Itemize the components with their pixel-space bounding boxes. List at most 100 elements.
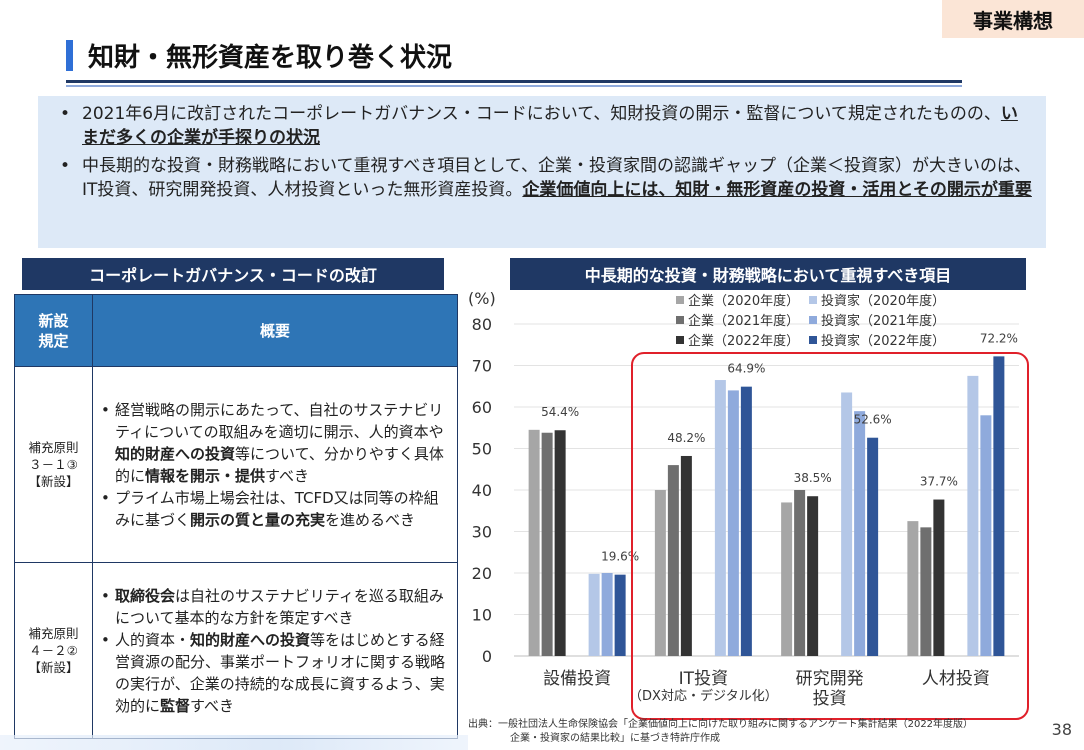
data-label: 72.2%: [980, 331, 1018, 345]
legend-swatch: [809, 296, 817, 304]
description-cell: 取締役会は自社のサステナビリティを巡る取組みについて基本的な方針を策定すべき人的…: [92, 562, 458, 739]
bar: [794, 490, 806, 656]
bar: [854, 411, 866, 656]
bar: [588, 573, 600, 656]
description-item: プライム市場上場会社は、TCFD又は同等の枠組みに基づく開示の質と量の充実を進め…: [97, 487, 451, 531]
x-category-sublabel: （DX対応・デジタル化）: [629, 688, 778, 704]
investment-priority-chart: (%) 0 10 20 30 40 50 60 70 80 54.4% 19.6% 48.2% 64.9%…: [468, 289, 1029, 720]
summary-bullet-1: 2021年6月に改訂されたコーポレートガバナンス・コードにおいて、知財投資の開示…: [54, 102, 1032, 150]
bar: [967, 375, 979, 656]
title-accent-bar: [66, 40, 73, 71]
bar: [727, 390, 739, 656]
legend-label: 企業（2022年度）: [688, 333, 799, 349]
body-text: 経営戦略の開示にあたって、自社のサステナビリティについての取組みを適切に開示、人…: [115, 400, 444, 441]
summary-bullet-2: 中長期的な投資・財務戦略において重視すべき項目として、企業・投資家間の認識ギャッ…: [54, 154, 1032, 202]
summary-box: 2021年6月に改訂されたコーポレートガバナンス・コードにおいて、知財投資の開示…: [38, 96, 1046, 248]
bar: [654, 490, 666, 656]
rule-cell: 補充原則 ３－１③ 【新設】: [14, 366, 93, 563]
body-text: を進めるべき: [325, 510, 416, 529]
data-label: 48.2%: [667, 431, 705, 445]
bar: [933, 499, 945, 656]
rule-label: ３－１③: [29, 457, 78, 472]
intangible-highlight-frame: [631, 352, 1029, 720]
emphasis-text: 知的財産への投資: [190, 630, 311, 649]
right-section-heading: 中長期的な投資・財務戦略において重視すべき項目: [510, 258, 1026, 290]
rule-label: 【新設】: [28, 474, 79, 489]
body-text: 等について、分かりやすく具体的に: [115, 444, 444, 485]
legend-label: 投資家（2020年度）: [821, 293, 945, 309]
rule-label: 補充原則: [28, 626, 79, 641]
legend-swatch: [809, 336, 817, 344]
legend-label: 企業（2021年度）: [688, 313, 799, 329]
bar: [667, 465, 679, 656]
y-axis-unit-label: (%): [468, 289, 496, 308]
emphasis-text: 知的財産への投資: [115, 444, 236, 463]
bar: [807, 496, 819, 656]
table-header-rule-text: 新設規定: [38, 311, 69, 350]
bar: [920, 527, 932, 656]
bar: [554, 430, 566, 656]
description-item: 人的資本・知的財産への投資等をはじめとする経営資源の配分、事業ポートフォリオに関…: [97, 629, 451, 717]
x-category-label: IT投資: [679, 669, 728, 689]
table-header-rule: 新設規定: [14, 294, 93, 367]
title-rule: [66, 80, 962, 83]
rule-label: ４－２②: [29, 643, 78, 658]
x-category-label: 研究開発: [796, 669, 864, 689]
left-section-heading: コーポレートガバナンス・コードの改訂: [22, 258, 444, 290]
y-tick-label: 20: [472, 564, 492, 583]
emphasis-text: 情報を開示・提供: [145, 466, 266, 485]
table-row: 補充原則 ３－１③ 【新設】 経営戦略の開示にあたって、自社のサステナビリティについて…: [14, 366, 458, 563]
x-category-label: 人材投資: [922, 669, 990, 689]
body-text: は自社のサステナビリティを巡る取組みについて基本的な方針を策定すべき: [115, 586, 444, 627]
emphasis-text: 取締役会: [115, 586, 176, 605]
x-category-label: 設備投資: [543, 669, 611, 689]
summary-bullet-2-text: 中長期的な投資・財務戦略において重視すべき項目として、企業・投資家間の認識ギャッ…: [82, 156, 1031, 200]
summary-bullet-2-emphasis: 企業価値向上には、知財・無形資産の投資・活用とその開示が重要: [522, 180, 1032, 200]
section-tag: 事業構想: [942, 0, 1084, 38]
summary-bullet-1-emphasis: いまだ多くの企業が手探りの状況: [82, 104, 1018, 148]
description-item: 経営戦略の開示にあたって、自社のサステナビリティについての取組みを適切に開示、人…: [97, 399, 451, 487]
body-text: 人的資本・: [115, 630, 191, 649]
table-header-summary: 概要: [92, 294, 458, 367]
y-tick-label: 40: [472, 481, 492, 500]
y-tick-label: 60: [472, 398, 492, 417]
bar: [740, 386, 752, 656]
legend-swatch: [809, 316, 817, 324]
legend-label: 投資家（2022年度）: [821, 333, 945, 349]
x-category-label-line2: 投資: [813, 689, 847, 709]
data-label: 52.6%: [854, 413, 892, 427]
emphasis-text: 監督: [160, 696, 191, 715]
legend-swatch: [676, 296, 684, 304]
rule-label: 補充原則: [28, 440, 79, 455]
rule-cell: 補充原則 ４－２② 【新設】: [14, 562, 93, 739]
legend-label: 投資家（2021年度）: [821, 313, 945, 329]
bar: [541, 432, 553, 656]
legend-swatch: [676, 316, 684, 324]
data-label: 19.6%: [601, 550, 639, 564]
y-tick-label: 30: [472, 523, 492, 542]
y-tick-label: 50: [472, 440, 492, 459]
source-line-1: 出典：一般社団法人生命保険協会「企業価値向上に向けた取り組みに関するアンケート集…: [468, 719, 974, 730]
governance-code-table: 新設規定 概要 補充原則 ３－１③ 【新設】 経営戦略の開示にあたって、自社のサステナ…: [14, 294, 458, 739]
title-rule-light: [66, 85, 962, 87]
y-tick-label: 0: [482, 647, 492, 666]
bar: [993, 356, 1005, 656]
body-text: すべき: [190, 696, 234, 715]
body-text: プライム市場上場会社は、TCFD又は同等の枠組みに基づく: [115, 488, 439, 529]
y-tick-label: 10: [472, 606, 492, 625]
data-label: 64.9%: [727, 362, 765, 376]
source-note: 出典：一般社団法人生命保険協会「企業価値向上に向けた取り組みに関するアンケート集…: [468, 718, 1068, 746]
bar: [601, 573, 613, 656]
body-text: 等をはじめとする経営資源の配分、事業ポートフォリオに関する戦略の実行が、企業の持…: [115, 630, 446, 715]
source-line-2: 企業・投資家の結果比較」に基づき特許庁作成: [510, 733, 720, 744]
page-title: 知財・無形資産を取り巻く状況: [88, 43, 453, 73]
y-tick-label: 80: [472, 315, 492, 334]
summary-bullet-1-text: 2021年6月に改訂されたコーポレートガバナンス・コードにおいて、知財投資の開示…: [82, 104, 1001, 124]
table-row: 補充原則４－２②【新設】取締役会は自社のサステナビリティを巡る取組みについて基本…: [14, 562, 458, 739]
y-tick-label: 70: [472, 357, 492, 376]
data-label: 37.7%: [920, 475, 958, 489]
bar: [614, 574, 626, 656]
page-number: 38: [1051, 720, 1072, 739]
legend-swatch: [676, 336, 684, 344]
legend-label: 企業（2020年度）: [688, 293, 799, 309]
